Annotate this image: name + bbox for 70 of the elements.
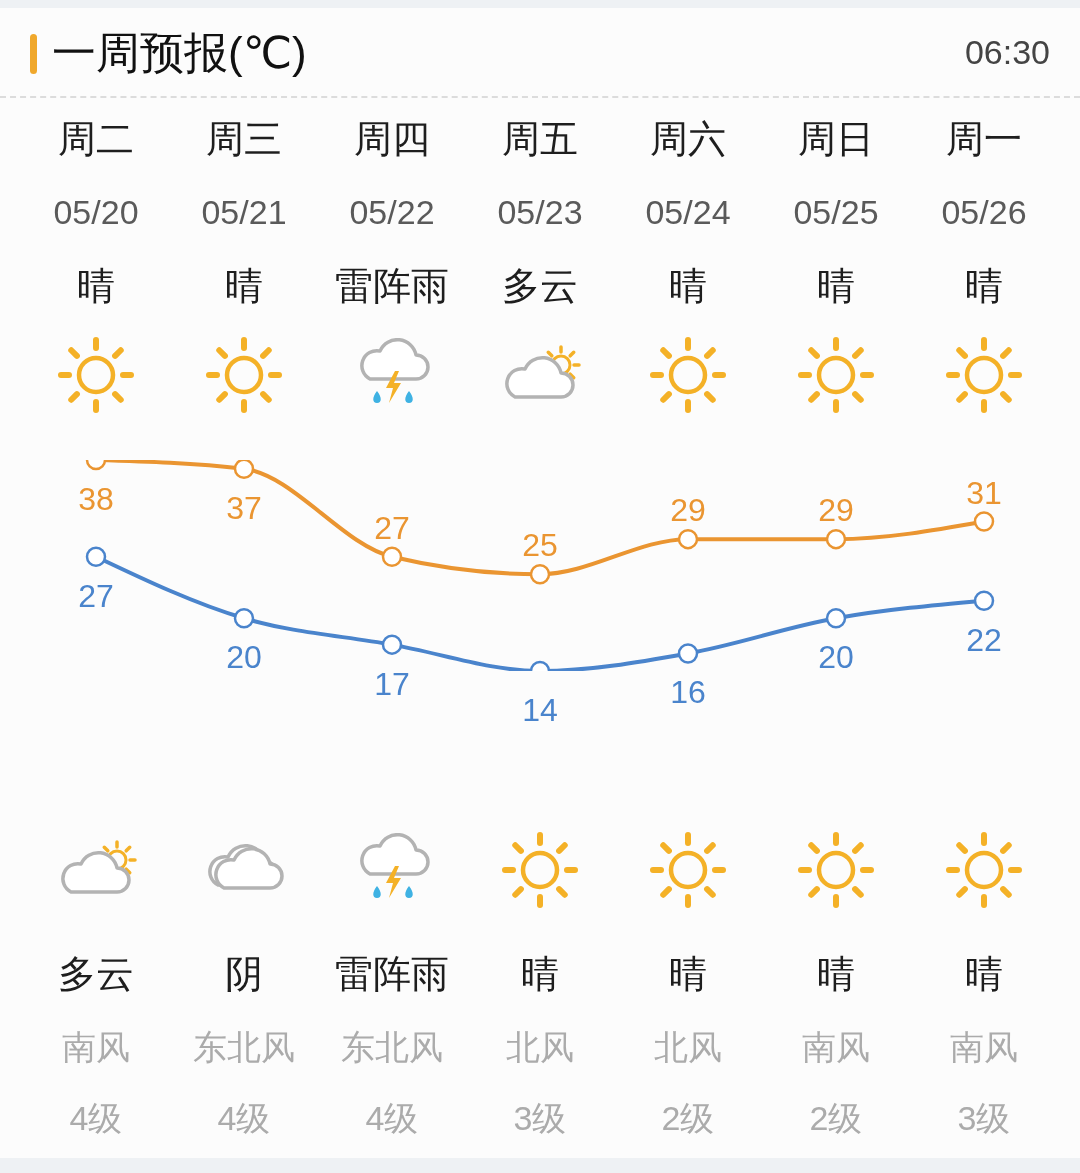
point (973, 511, 995, 532)
text: 南风 (61, 1026, 131, 1068)
data-label: 25 (522, 527, 558, 564)
data-label: 14 (522, 692, 558, 728)
x-tick-label: 周四 (353, 117, 431, 163)
text: 3级 (512, 1097, 568, 1139)
text: 晴 (76, 264, 116, 310)
data-label: 17 (374, 665, 410, 702)
text: 4级 (216, 1097, 272, 1139)
point (233, 460, 255, 480)
data-label: 38 (78, 481, 114, 517)
x-tick-label: 周一 (945, 117, 1023, 163)
text: 北风 (653, 1026, 723, 1068)
point (677, 643, 699, 664)
text: 雷阵雨 (334, 952, 450, 998)
data-label: 20 (818, 639, 854, 676)
text: 晴 (668, 952, 708, 998)
data-label: 27 (78, 577, 114, 614)
text: 晴 (224, 264, 264, 310)
text: 05/21 (200, 191, 288, 233)
text: 05/24 (644, 191, 732, 233)
point (381, 546, 403, 567)
text: 东北风 (340, 1026, 444, 1068)
x-tick-label: 周二 (57, 117, 135, 163)
data-label: 37 (226, 489, 262, 526)
text: 晴 (964, 264, 1004, 310)
point (825, 608, 847, 629)
point (825, 528, 847, 550)
text: 4级 (68, 1097, 124, 1139)
point (85, 546, 107, 567)
text: 晴 (964, 952, 1004, 998)
data-label: 20 (226, 639, 262, 676)
point (973, 590, 995, 611)
text: 晴 (668, 264, 708, 310)
text: 多云 (57, 952, 135, 998)
chart-subtitle: 06:30 (964, 32, 1050, 73)
text: 阴 (224, 952, 264, 998)
data-label: 29 (670, 492, 706, 529)
text: 05/20 (52, 191, 140, 233)
text: 3级 (956, 1097, 1012, 1139)
data-label: 29 (818, 492, 854, 529)
point (233, 608, 255, 629)
point (381, 634, 403, 655)
text: 05/25 (792, 191, 880, 233)
text: 2级 (660, 1097, 716, 1139)
chart-title: 一周预报(℃) (52, 27, 307, 79)
text: 多云 (501, 264, 579, 310)
text: 4级 (364, 1097, 420, 1139)
text: 雷阵雨 (334, 264, 450, 310)
point (529, 564, 551, 585)
data-label: 27 (374, 509, 410, 546)
point (677, 528, 699, 550)
data-label: 16 (670, 674, 706, 711)
text: 05/26 (940, 191, 1028, 233)
text: 南风 (949, 1026, 1019, 1068)
text: 2级 (808, 1097, 864, 1139)
x-tick-label: 周五 (501, 117, 579, 163)
text: 晴 (520, 952, 560, 998)
x-tick-label: 周三 (205, 117, 283, 163)
text: 北风 (505, 1026, 575, 1068)
data-label: 22 (966, 621, 1002, 658)
text: 05/22 (348, 191, 436, 233)
x-tick-label: 周日 (797, 117, 875, 163)
text: 晴 (816, 264, 856, 310)
text: 东北风 (192, 1026, 296, 1068)
text: 晴 (816, 952, 856, 998)
text: 南风 (801, 1026, 871, 1068)
text: 05/23 (496, 191, 584, 233)
data-label: 31 (966, 474, 1002, 511)
x-tick-label: 周六 (649, 117, 727, 163)
